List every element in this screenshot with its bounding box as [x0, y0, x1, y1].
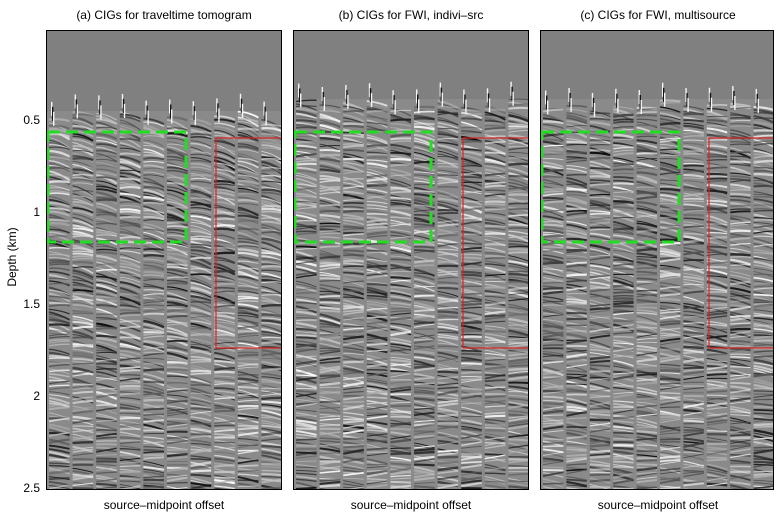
- green-highlight-box: [541, 130, 681, 244]
- panel-c-image: [540, 30, 774, 490]
- green-highlight-box: [294, 130, 433, 244]
- ytick-2-5: 2.5: [23, 481, 40, 495]
- panel-b-image: [293, 30, 529, 490]
- panel-a-xlabel: source–midpoint offset: [103, 498, 225, 512]
- panel-a-seismic: [47, 93, 281, 489]
- panel-b-xlabel: source–midpoint offset: [350, 498, 472, 512]
- seismic-texture: [47, 93, 281, 489]
- ytick-1: 1: [33, 205, 40, 219]
- seismic-texture: [294, 81, 528, 489]
- panel-c-seismic: [541, 82, 773, 489]
- panel-b-seismic: [294, 81, 528, 489]
- red-highlight-box: [215, 137, 281, 349]
- red-highlight-box: [708, 137, 773, 349]
- panel-a-title: (a) CIGs for traveltime tomogram: [76, 8, 252, 22]
- panel-c-title: (c) CIGs for FWI, multisource: [580, 8, 736, 22]
- ytick-0-5: 0.5: [23, 113, 40, 127]
- panel-a-image: [46, 30, 282, 490]
- green-highlight-box: [47, 130, 188, 244]
- seismic-texture: [541, 82, 773, 489]
- ytick-2: 2: [33, 389, 40, 403]
- panel-b-title: (b) CIGs for FWI, indivi–src: [338, 8, 484, 22]
- red-highlight-box: [462, 137, 528, 349]
- panel-c-xlabel: source–midpoint offset: [597, 498, 719, 512]
- y-axis-label: Depth (km): [5, 227, 19, 287]
- ytick-1-5: 1.5: [23, 297, 40, 311]
